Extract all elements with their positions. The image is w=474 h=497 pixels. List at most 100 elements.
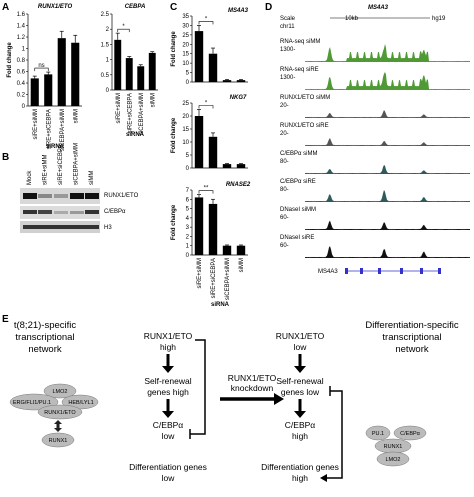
band-label: H3 bbox=[104, 225, 112, 231]
track-max: 20- bbox=[280, 131, 289, 137]
state: high bbox=[160, 342, 176, 352]
error-bar bbox=[127, 56, 132, 59]
network-title: transcriptional bbox=[15, 332, 74, 343]
track-label: C/EBPα siRE bbox=[280, 179, 316, 185]
y-tick-label: 0 bbox=[186, 80, 190, 86]
bar bbox=[236, 80, 246, 82]
protein-label: LMO2 bbox=[386, 457, 401, 463]
protein bbox=[376, 451, 410, 467]
arrow bbox=[294, 366, 306, 373]
bar bbox=[44, 74, 53, 106]
bar bbox=[222, 245, 232, 255]
y-tick-label: 0 bbox=[186, 166, 190, 172]
y-tick-label: 1 bbox=[22, 47, 26, 53]
error-bar bbox=[46, 71, 51, 75]
lane-label: siRE+siCEBPA bbox=[58, 145, 64, 185]
panel-label: C bbox=[170, 2, 177, 13]
lane-label: siCEBPA+siMM bbox=[74, 143, 80, 185]
x-tick-label: siRE+siMM bbox=[33, 109, 39, 140]
y-tick-label: 10 bbox=[182, 61, 189, 67]
x-tick-label: siRE+siMM bbox=[197, 258, 203, 289]
arrow bbox=[320, 474, 327, 482]
bar bbox=[57, 38, 66, 106]
blot-band bbox=[70, 211, 84, 214]
y-tick-label: 3 bbox=[186, 225, 190, 231]
panel-label: D bbox=[265, 2, 272, 13]
panel-label: E bbox=[2, 314, 9, 325]
track-label: RUNX1/ETO siMM bbox=[280, 95, 330, 101]
network-title: network bbox=[395, 344, 429, 355]
protein-label: HEB/LYL1 bbox=[68, 400, 93, 406]
track-label: RNA-seq siRE bbox=[280, 67, 319, 73]
state: low bbox=[162, 431, 176, 441]
error-bar bbox=[211, 198, 215, 204]
y-axis-label: Fold change bbox=[171, 117, 177, 153]
x-axis-label: siRNA bbox=[46, 144, 65, 150]
track-label: DNaseI siRE bbox=[280, 235, 314, 241]
error-bar bbox=[59, 30, 64, 39]
track-signal bbox=[305, 72, 470, 90]
blot-band bbox=[85, 193, 99, 199]
arrow bbox=[162, 411, 174, 418]
bar bbox=[125, 58, 133, 90]
x-tick-label: siRE+siCEBPA bbox=[211, 258, 217, 298]
exon bbox=[378, 268, 381, 274]
y-tick-label: 35 bbox=[182, 14, 189, 20]
x-tick-label: siMM bbox=[150, 93, 156, 107]
x-tick-label: siCEBPA+siMM bbox=[139, 93, 145, 135]
protein-label: ERG/FLI1/PU.1 bbox=[13, 400, 51, 406]
y-tick-label: 5 bbox=[186, 153, 190, 159]
state: genes low bbox=[281, 387, 320, 397]
protein bbox=[43, 383, 77, 399]
error-bar bbox=[225, 244, 229, 246]
arrow bbox=[162, 366, 174, 373]
x-axis-label: siRNA bbox=[126, 132, 145, 138]
exon bbox=[438, 268, 441, 274]
x-tick-label: siRE+siMM bbox=[116, 93, 122, 124]
state: C/EBPα bbox=[153, 420, 184, 430]
y-tick-label: 10 bbox=[182, 140, 189, 146]
network-title: transcriptional bbox=[382, 332, 441, 343]
error-bar bbox=[225, 163, 229, 165]
bar bbox=[194, 31, 204, 82]
arrow bbox=[294, 411, 306, 418]
blot-band bbox=[54, 211, 68, 214]
x-tick-label: siMM bbox=[239, 258, 245, 272]
band-label: RUNX1/ETO bbox=[104, 193, 139, 199]
bar bbox=[208, 203, 218, 255]
significance-bracket bbox=[198, 105, 214, 109]
state: C/EBPα bbox=[285, 420, 316, 430]
y-tick-label: 0 bbox=[22, 104, 26, 110]
gene-label: MS4A3 bbox=[318, 269, 338, 275]
x-tick-label: siRE+siCEBPA bbox=[127, 93, 133, 133]
y-tick-label: 15 bbox=[182, 127, 189, 133]
protein bbox=[41, 432, 75, 448]
bar bbox=[208, 136, 218, 168]
protein bbox=[9, 393, 59, 411]
track-signal bbox=[305, 164, 470, 174]
network-title: Differentiation-specific bbox=[365, 320, 459, 331]
track-title: MS4A3 bbox=[368, 5, 389, 11]
band-label: C/EBPα bbox=[104, 209, 126, 215]
scale-label: Scale bbox=[280, 16, 296, 22]
track-signal bbox=[305, 109, 470, 118]
track-max: 60- bbox=[280, 243, 289, 249]
y-tick-label: 5 bbox=[186, 207, 190, 213]
protein-label: C/EBPα bbox=[400, 431, 421, 437]
y-tick-label: 0 bbox=[186, 253, 190, 259]
panel-label: B bbox=[2, 152, 9, 163]
error-bar bbox=[197, 194, 201, 198]
bar bbox=[236, 245, 246, 255]
track-max: 80- bbox=[280, 159, 289, 165]
x-tick-label: siMM bbox=[73, 109, 79, 123]
network-title: network bbox=[28, 344, 62, 355]
y-axis-label: Fold change bbox=[7, 42, 13, 78]
significance-bracket bbox=[198, 21, 214, 25]
protein-label: RUNX1 bbox=[49, 438, 68, 444]
chart-title: RNASE2 bbox=[226, 182, 251, 188]
state: RUNX1/ETO bbox=[144, 331, 193, 341]
y-tick-label: 2 bbox=[106, 27, 110, 33]
arrow bbox=[274, 393, 284, 405]
scale-bar-label: 10kb bbox=[345, 16, 359, 22]
